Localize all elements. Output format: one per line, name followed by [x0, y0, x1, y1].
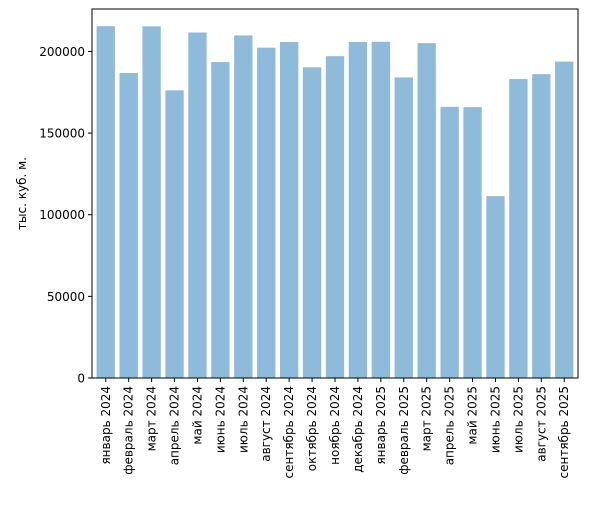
x-tick-label: февраль 2024 [122, 386, 136, 475]
y-tick-label: 100000 [39, 208, 85, 222]
bar [302, 67, 322, 378]
x-tick-label: январь 2025 [374, 386, 388, 465]
x-tick-label: май 2025 [466, 386, 480, 445]
x-tick-label: январь 2024 [99, 386, 113, 465]
bars-group [96, 26, 574, 379]
x-tick-label: ноябрь 2024 [328, 386, 342, 465]
bar [142, 26, 161, 379]
x-tick-label: май 2024 [190, 386, 204, 445]
x-tick-label: декабрь 2024 [351, 386, 365, 473]
y-tick-label: 200000 [39, 45, 85, 59]
x-tick-label: март 2025 [420, 386, 434, 451]
x-tick-label: июнь 2025 [488, 386, 502, 453]
bar [371, 41, 391, 378]
x-tick-label: март 2024 [145, 386, 159, 451]
x-tick-label: сентябрь 2025 [557, 386, 571, 478]
x-tick-label: февраль 2025 [397, 386, 411, 475]
bar [417, 43, 436, 379]
bar [348, 41, 368, 378]
x-tick-label: октябрь 2024 [305, 386, 319, 471]
bar [119, 73, 138, 378]
y-axis: 0 50000 100000 150000 200000 [39, 45, 92, 386]
x-axis: январь 2024 февраль 2024 март 2024 апрель 2… [99, 378, 571, 478]
y-tick-label: 0 [77, 372, 85, 386]
y-tick-label: 150000 [39, 127, 85, 141]
bar [509, 79, 528, 379]
bar [555, 61, 574, 378]
y-tick-label: 50000 [47, 290, 85, 304]
plot-frame [91, 8, 579, 379]
bar [394, 77, 413, 378]
bar [96, 26, 115, 379]
bar [325, 56, 345, 379]
bar [165, 90, 184, 379]
y-axis-label: тыс. куб. м. [15, 157, 29, 230]
x-tick-label: август 2024 [259, 386, 273, 462]
bar [211, 62, 230, 379]
x-tick-label: апрель 2025 [443, 386, 457, 465]
bar [188, 32, 207, 378]
x-tick-label: август 2025 [534, 386, 548, 462]
x-tick-label: июль 2024 [236, 386, 250, 453]
bar [486, 196, 505, 378]
bar [257, 47, 276, 379]
x-tick-label: апрель 2024 [168, 386, 182, 465]
x-tick-label: июнь 2024 [213, 386, 227, 453]
x-tick-label: июль 2025 [511, 386, 525, 453]
bar [440, 106, 459, 378]
bar [463, 107, 482, 379]
x-tick-label: сентябрь 2024 [282, 386, 296, 478]
bar [532, 74, 551, 379]
bar [279, 41, 299, 378]
bar [234, 35, 253, 379]
